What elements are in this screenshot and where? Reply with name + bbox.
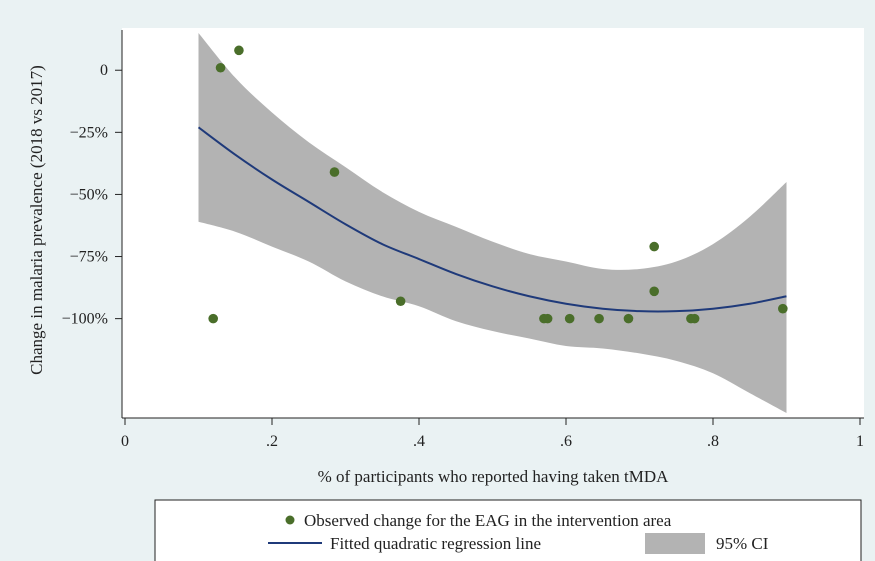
data-point-3 (329, 167, 340, 177)
legend-box (154, 499, 862, 561)
x-axis-title: % of participants who reported having ta… (318, 467, 669, 486)
x-tick-label-5: 1 (856, 433, 864, 450)
y-tick-label-0: 0 (100, 62, 108, 79)
legend-label-observed: Observed change for the EAG in the inter… (304, 511, 672, 530)
x-tick-label-1: .2 (266, 433, 278, 450)
data-point-13 (689, 313, 700, 324)
data-point-6 (542, 313, 553, 324)
y-axis-title: Change in malaria prevalence (2018 vs 20… (27, 65, 46, 375)
y-tick-label-1: −25% (70, 124, 108, 141)
data-point-0 (208, 313, 218, 324)
y-tick-label-4: −100% (62, 311, 108, 328)
data-point-2 (234, 45, 244, 56)
legend-label-fitted: Fitted quadratic regression line (330, 534, 541, 553)
legend: Observed change for the EAG in the inter… (154, 499, 862, 561)
y-tick-label-3: −75% (70, 249, 108, 266)
ci-band (198, 32, 787, 414)
data-point-14 (778, 303, 788, 314)
data-point-11 (649, 286, 659, 297)
legend-ci-swatch (645, 533, 705, 554)
data-point-9 (623, 313, 634, 324)
x-tick-label-3: .6 (560, 433, 572, 450)
data-point-4 (395, 296, 406, 307)
y-tick-label-2: −50% (70, 186, 108, 203)
legend-label-ci: 95% CI (716, 534, 769, 553)
x-tick-label-0: 0 (121, 433, 129, 450)
regression-line (197, 126, 787, 313)
x-tick-label-2: .4 (413, 433, 425, 450)
data-point-10 (649, 241, 659, 252)
x-tick-label-4: .8 (707, 433, 719, 450)
data-point-7 (564, 313, 575, 324)
data-point-8 (594, 313, 604, 324)
legend-scatter-marker (285, 515, 295, 525)
data-point-1 (215, 62, 226, 73)
